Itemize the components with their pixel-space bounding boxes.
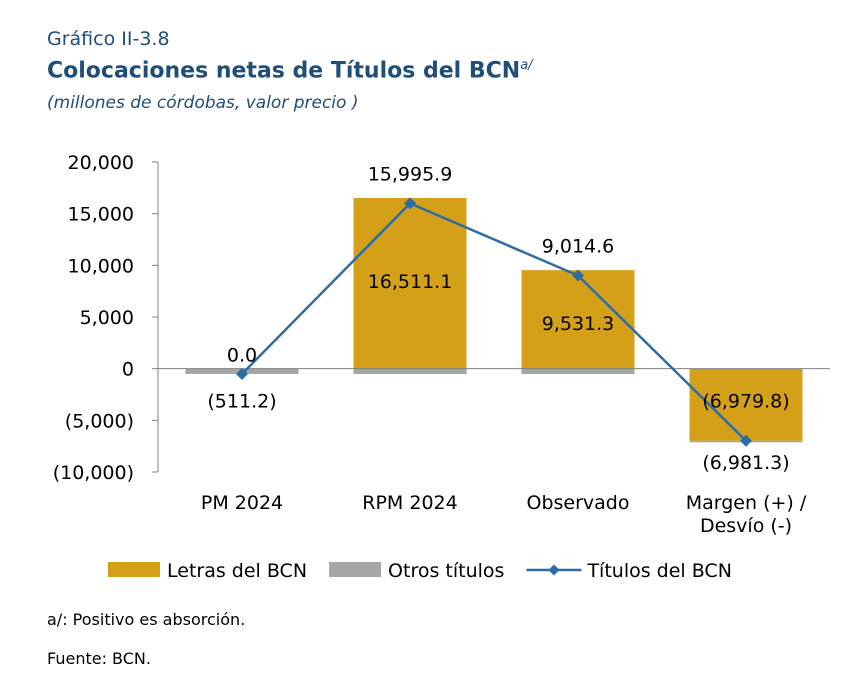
legend-label-otros-t-tulos: Otros títulos (388, 560, 504, 582)
footnote-note: a/: Positivo es absorción. (47, 610, 246, 629)
y-tick-label: 20,000 (68, 152, 134, 174)
y-tick-label: 5,000 (80, 307, 134, 329)
data-label-letras: 16,511.1 (368, 271, 453, 293)
chart-title-text: Colocaciones netas de Títulos del BCN (47, 58, 521, 84)
line-marker (572, 269, 584, 282)
y-tick-label: 10,000 (68, 255, 134, 277)
x-tick-label: Desvío (-) (700, 515, 792, 537)
chart-title: Colocaciones netas de Títulos del BCNa/ (47, 58, 533, 83)
data-label-letras: 0.0 (227, 345, 257, 367)
legend-label-t-tulos-del-bcn: Títulos del BCN (586, 560, 731, 582)
line-titulos-del-bcn (241, 201, 747, 442)
bar-letras-del-bcn (353, 198, 467, 369)
title-footnote-marker: a/ (520, 58, 533, 73)
chart-header: Gráfico II-3.8 Colocaciones netas de Tít… (47, 28, 533, 113)
bar-letras-del-bcn (521, 270, 635, 369)
bar-otros-t-tulos (353, 368, 467, 374)
y-tick-label: (5,000) (65, 410, 134, 432)
data-label-letras: (6,979.8) (702, 391, 789, 413)
chart-number: Gráfico II-3.8 (47, 28, 170, 50)
footnote-source: Fuente: BCN. (47, 649, 151, 668)
data-label-letras: 9,531.3 (542, 313, 615, 335)
y-tick-label: 0 (122, 359, 134, 381)
x-tick-label: Observado (527, 492, 630, 514)
legend-swatch-otros-t-tulos (329, 562, 382, 577)
data-label-titulos: 9,014.6 (542, 236, 615, 258)
line-marker (404, 197, 416, 210)
x-tick-label: PM 2024 (201, 492, 283, 514)
legend-marker-t-tulos-del-bcn (548, 564, 560, 576)
chart-plot: 20,000 15,000 10,000 5,000 0 (5,000) (10,000) 0… (53, 152, 830, 582)
x-tick-label: Margen (+) / (686, 492, 807, 514)
line-marker (236, 367, 248, 380)
data-label-titulos: 15,995.9 (368, 163, 453, 185)
x-tick-label: RPM 2024 (362, 492, 457, 514)
chart-subtitle: (millones de córdobas, valor precio ) (47, 93, 359, 114)
y-tick-label: (10,000) (53, 462, 134, 484)
data-label-titulos: (6,981.3) (702, 452, 789, 474)
y-tick-label: 15,000 (68, 204, 134, 226)
legend-swatch-letras-del-bcn (108, 562, 160, 577)
line-marker (740, 434, 752, 447)
data-label-otros: (511.2) (207, 391, 276, 413)
legend-label-letras-del-bcn: Letras del BCN (167, 560, 307, 582)
bar-otros-t-tulos (521, 368, 635, 375)
